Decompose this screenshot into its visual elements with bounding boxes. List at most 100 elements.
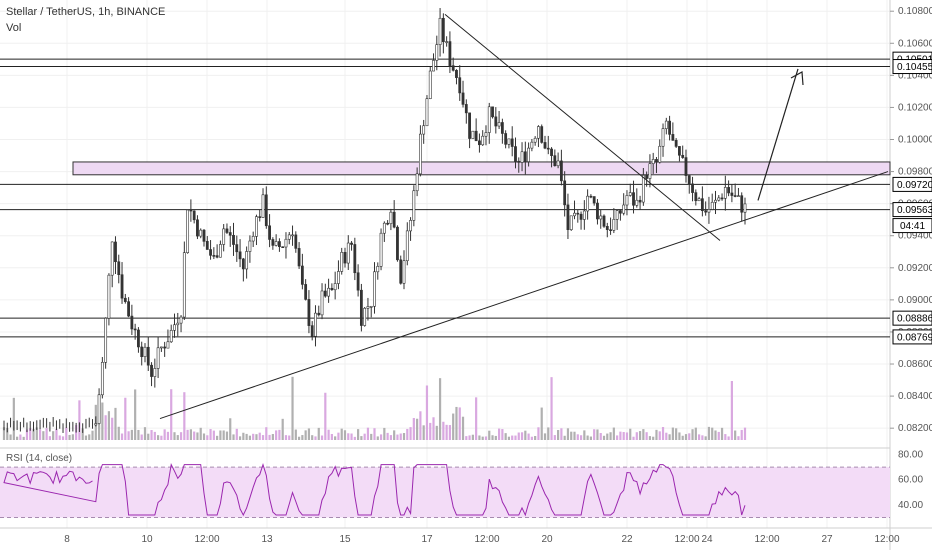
volume-bar [675,428,678,440]
volume-bar [635,432,638,440]
volume-bar [147,433,150,440]
volume-bar [212,430,215,440]
volume-bar [471,434,474,440]
candle-up [261,194,265,218]
volume-label: Vol [6,22,22,34]
candle-down [458,77,462,94]
volume-bar [488,430,491,440]
price-axis[interactable]: 0.10800 0.10600 0.10400 0.10200 0.10000 0.098… [890,6,932,434]
candle-down [730,192,734,196]
candle-down [163,346,167,349]
volume-bar [206,435,209,440]
volume-bar [278,429,281,440]
candle-down [359,289,363,326]
candle-down [350,242,353,245]
candle-up [507,138,511,145]
candle-down [596,202,599,220]
candle-down [553,155,557,167]
candle-down [638,199,642,203]
volume-bar [557,430,560,440]
level-label-box [892,329,932,345]
volume-bar [12,397,15,440]
volume-bar [701,435,704,440]
volume-bar [294,429,297,440]
volume-bar [68,434,71,440]
time-tick-label: 12:00 [754,534,779,545]
candle-up [382,222,386,234]
candle-up [419,133,422,175]
volume-bar [727,436,730,440]
volume-bar [88,434,91,440]
rsi-band [0,467,890,518]
volume-bar [245,433,248,440]
candle-down [602,215,606,227]
volume-bar [527,433,530,440]
volume-bar [389,435,392,440]
volume-bar [271,434,274,440]
volume-bar [599,433,602,440]
price-tick-label: 0.08600 [898,359,932,370]
candle-up [363,307,367,326]
volume-bar [435,425,438,440]
candle-down [592,196,596,204]
candle-up [743,203,747,213]
volume-bar [32,428,35,440]
volume-bar [688,433,691,440]
volume-bar [120,433,124,440]
candle-up [714,199,717,203]
volume-bar [530,436,533,440]
candle-down [356,272,360,291]
volume-bar [504,433,507,440]
volume-bar [704,436,707,440]
price-tick-label: 0.08400 [898,391,932,402]
volume-bar [252,433,255,440]
candle-down [133,328,137,331]
candle-down [514,146,517,162]
candle-down [120,274,124,299]
volume-bar [143,427,147,440]
volume-bar [153,431,156,440]
volume-bar [734,430,737,440]
volume-bar [661,427,665,440]
candle-down [619,210,622,214]
candle-up [717,197,721,201]
candle-up [314,312,317,337]
volume-bar [579,435,583,440]
volume-bar [304,430,307,440]
candle-up [615,210,619,220]
candle-down [687,175,691,185]
candle-up [533,137,537,143]
volume-bar [393,430,396,440]
candle-up [153,368,157,377]
candle-up [723,187,727,199]
volume-bar [416,418,419,440]
candle-down [576,212,580,215]
volume-bar [330,433,333,440]
volume-bar [534,436,537,440]
volume-bar [468,435,471,440]
volume-bar [665,432,668,440]
candle-down [523,151,527,162]
volume-bar [25,429,29,440]
volume-bar [455,406,458,440]
candle-down [127,301,130,317]
volume-bar [402,433,406,440]
time-axis[interactable]: 8 10 12:00 13 15 17 12:00 20 22 12:00 24 12:00 27 12:… [64,534,900,545]
volume-bar [301,435,304,440]
candle-down [196,219,199,237]
candle-down [550,148,553,156]
volume-bar [78,400,81,440]
candle-down [700,198,704,212]
candle-down [205,241,209,250]
time-tick-label: 27 [821,534,833,545]
volume-bar [537,427,540,440]
candle-down [307,299,311,326]
volume-bar [71,434,74,440]
volume-bar [52,431,55,440]
volume-bar [166,431,170,440]
volume-bar [334,436,337,440]
level-label-box [892,202,932,218]
volume-bar [616,435,619,440]
